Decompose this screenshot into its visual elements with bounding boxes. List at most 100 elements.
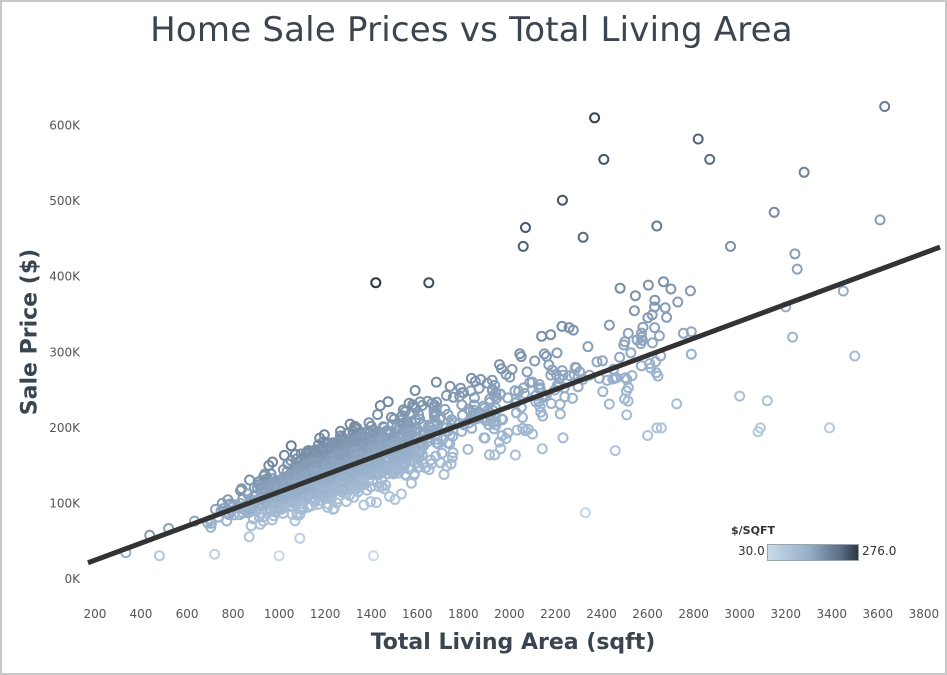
data-point bbox=[684, 285, 696, 297]
data-point bbox=[655, 422, 667, 434]
x-tick-label: 3000 bbox=[724, 607, 755, 621]
data-point bbox=[428, 418, 440, 430]
data-point bbox=[205, 521, 217, 533]
data-point bbox=[642, 279, 654, 291]
data-point bbox=[377, 440, 389, 452]
y-axis-label: Sale Price ($) bbox=[17, 248, 43, 416]
data-point bbox=[625, 347, 637, 359]
data-point bbox=[537, 410, 549, 422]
data-point bbox=[294, 532, 306, 544]
data-point bbox=[444, 380, 456, 392]
data-point bbox=[509, 385, 521, 397]
data-point bbox=[554, 408, 566, 420]
data-point bbox=[837, 285, 849, 297]
data-point bbox=[734, 390, 746, 402]
data-point bbox=[331, 497, 343, 509]
data-point bbox=[364, 467, 376, 479]
y-tick-label: 400K bbox=[49, 270, 81, 284]
data-point bbox=[646, 337, 658, 349]
data-point bbox=[556, 194, 568, 206]
data-point bbox=[300, 447, 312, 459]
data-point bbox=[216, 497, 228, 509]
data-point bbox=[628, 305, 640, 317]
data-point bbox=[382, 396, 394, 408]
data-point bbox=[243, 531, 255, 543]
color-legend: $/SQFT 30.0 276.0 bbox=[731, 524, 911, 561]
data-point bbox=[384, 491, 396, 502]
data-point bbox=[489, 390, 501, 402]
data-point bbox=[536, 330, 548, 342]
data-point bbox=[416, 449, 428, 461]
data-point bbox=[369, 467, 381, 479]
data-point bbox=[502, 427, 514, 439]
data-point bbox=[447, 447, 459, 459]
data-point bbox=[517, 412, 528, 423]
data-point bbox=[524, 377, 536, 388]
data-point bbox=[334, 449, 346, 461]
data-point bbox=[651, 220, 663, 232]
x-tick-label: 1600 bbox=[402, 607, 433, 621]
data-point bbox=[665, 283, 677, 295]
x-tick-label: 1000 bbox=[264, 607, 295, 621]
data-point bbox=[658, 276, 669, 288]
data-point bbox=[506, 363, 518, 375]
data-point bbox=[649, 294, 661, 306]
data-point bbox=[768, 206, 780, 218]
x-tick-label: 3400 bbox=[816, 607, 847, 621]
data-point bbox=[529, 355, 541, 367]
legend-gradient-bar bbox=[767, 544, 859, 561]
x-tick-label: 3600 bbox=[863, 607, 894, 621]
data-point bbox=[392, 467, 404, 479]
y-tick-label: 600K bbox=[49, 118, 81, 132]
data-point bbox=[489, 449, 501, 461]
legend-max-label: 276.0 bbox=[862, 544, 897, 558]
data-point bbox=[253, 511, 265, 523]
data-point bbox=[271, 497, 283, 509]
x-tick-label: 200 bbox=[83, 607, 106, 621]
data-point bbox=[395, 414, 407, 426]
data-point bbox=[267, 456, 278, 468]
data-point bbox=[368, 550, 379, 562]
data-point bbox=[348, 483, 360, 494]
data-point bbox=[306, 500, 317, 512]
data-point bbox=[567, 392, 578, 404]
data-point bbox=[603, 319, 615, 331]
x-tick-label: 3800 bbox=[909, 607, 940, 621]
data-point bbox=[567, 324, 579, 336]
data-point bbox=[515, 351, 527, 363]
data-point bbox=[509, 449, 521, 461]
data-point bbox=[517, 422, 529, 434]
data-point bbox=[322, 501, 333, 513]
data-point bbox=[609, 445, 621, 457]
data-point bbox=[258, 484, 270, 495]
data-point bbox=[372, 409, 384, 420]
data-point bbox=[614, 351, 626, 363]
y-axis: 0K 100K 200K 300K 400K 500K 600K bbox=[49, 118, 81, 586]
data-point bbox=[579, 507, 591, 519]
data-point bbox=[486, 383, 498, 395]
data-point bbox=[423, 464, 435, 476]
x-tick-label: 600 bbox=[176, 607, 199, 621]
y-tick-label: 100K bbox=[49, 497, 81, 511]
data-point bbox=[335, 425, 346, 437]
data-point bbox=[442, 437, 454, 449]
data-point bbox=[373, 458, 385, 470]
data-point bbox=[494, 359, 505, 371]
x-tick-label: 2200 bbox=[540, 607, 571, 621]
data-point bbox=[423, 277, 435, 289]
data-point bbox=[346, 471, 358, 483]
x-tick-label: 1200 bbox=[310, 607, 341, 621]
data-point bbox=[266, 505, 278, 517]
data-point bbox=[692, 133, 704, 145]
data-point bbox=[436, 447, 448, 459]
x-axis: 200 400 600 800 1000 1200 1400 1600 1800 2000 2200… bbox=[83, 607, 939, 621]
data-point bbox=[373, 481, 385, 493]
data-point bbox=[317, 442, 328, 454]
data-point bbox=[477, 400, 489, 412]
data-point bbox=[409, 457, 421, 469]
data-point bbox=[378, 483, 390, 495]
data-point bbox=[153, 550, 165, 562]
data-point bbox=[312, 498, 324, 510]
data-point bbox=[564, 370, 576, 382]
